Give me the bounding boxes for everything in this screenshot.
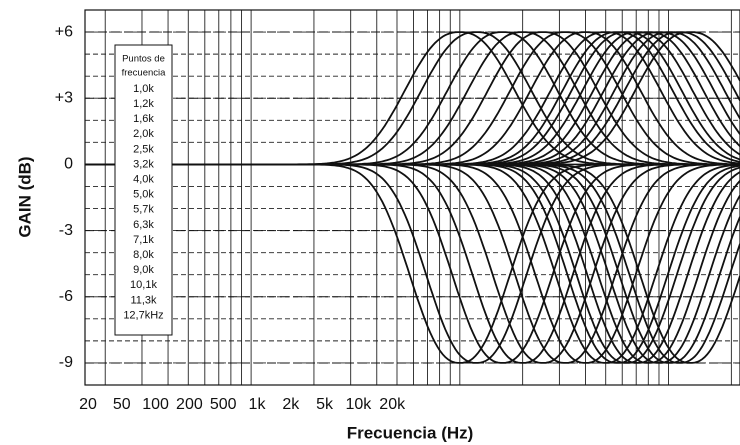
legend-entry: 5,7k	[133, 204, 154, 216]
y-tick-label: -3	[59, 222, 73, 239]
x-tick-label: 1k	[249, 396, 267, 413]
legend-entry: 1,0k	[133, 83, 154, 95]
legend-box	[114, 44, 173, 336]
legend-entry: 1,2k	[133, 98, 154, 110]
eq-curve	[85, 163, 740, 364]
x-tick-label: 20k	[379, 396, 406, 413]
eq-curve	[85, 163, 740, 364]
eq-curve	[85, 163, 740, 364]
legend-entry: 9,0k	[133, 264, 154, 276]
eq-curve	[85, 163, 740, 364]
eq-curve	[85, 163, 740, 364]
curves	[85, 31, 740, 364]
x-tick-label: 500	[210, 396, 237, 413]
eq-curve	[85, 163, 740, 364]
legend-entry: 8,0k	[133, 249, 154, 261]
legend-entry: 3,2k	[133, 158, 154, 170]
eq-curve	[85, 163, 740, 364]
x-tick-label: 5k	[316, 396, 334, 413]
eq-curve	[85, 163, 740, 364]
x-tick-label: 100	[142, 396, 169, 413]
eq-curve	[85, 163, 740, 364]
eq-curve	[85, 163, 740, 364]
eq-curve	[85, 163, 740, 364]
y-tick-label: -9	[59, 354, 73, 371]
y-tick-label: -6	[59, 288, 73, 305]
legend-entry: 5,0k	[133, 189, 154, 201]
legend-title: Puntos de	[122, 54, 165, 65]
x-tick-label: 20	[79, 396, 97, 413]
plot-frame	[84, 9, 740, 386]
legend-entry: 2,5k	[133, 143, 154, 155]
legend-title: frecuencia	[122, 68, 167, 79]
y-tick-label: +6	[55, 23, 73, 40]
legend-entry: 7,1k	[133, 234, 154, 246]
x-tick-label: 10k	[346, 396, 373, 413]
x-tick-label: 200	[176, 396, 203, 413]
eq-curve	[85, 163, 740, 364]
y-axis-title: GAIN (dB)	[15, 156, 34, 237]
legend-entry: 4,0k	[133, 174, 154, 186]
eq-curve	[85, 163, 740, 364]
legend-entry: 6,3k	[133, 219, 154, 231]
legend-entry: 11,3k	[130, 294, 157, 306]
eq-curve	[85, 163, 740, 364]
x-tick-label: 2k	[282, 396, 300, 413]
x-axis-title: Frecuencia (Hz)	[347, 423, 474, 442]
legend-entry: 2,0k	[133, 128, 154, 140]
legend-entry: 10,1k	[130, 279, 157, 291]
legend-entry: 12,7kHz	[123, 309, 163, 321]
eq-curve	[85, 163, 740, 364]
y-tick-label: +3	[55, 89, 73, 106]
eq-curve	[85, 163, 740, 364]
legend-entry: 1,6k	[133, 113, 154, 125]
x-tick-label: 50	[113, 396, 131, 413]
y-tick-label: 0	[64, 156, 73, 173]
